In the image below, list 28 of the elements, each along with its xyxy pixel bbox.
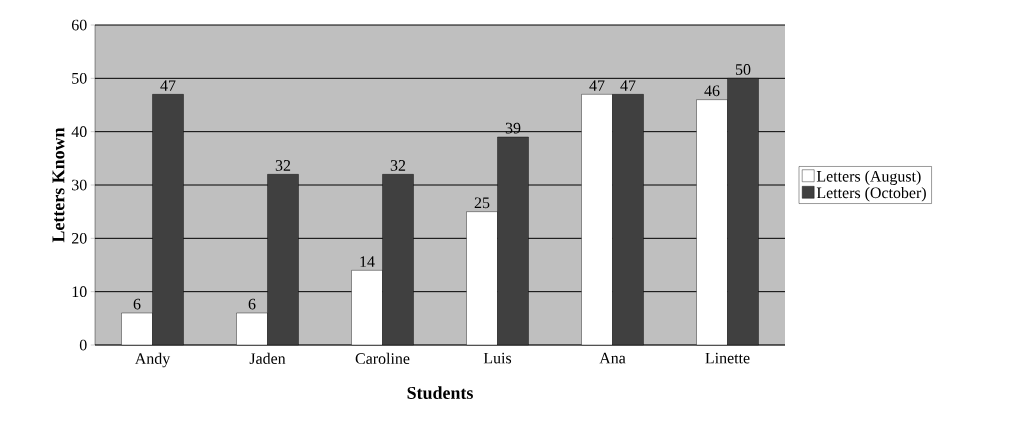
data-label: 32 (275, 160, 291, 171)
legend-label: Letters (October) (816, 186, 926, 202)
data-label: 6 (133, 298, 141, 310)
y-tick-label: 10 (72, 286, 87, 298)
y-tick-label: 0 (79, 339, 87, 351)
data-label: 47 (620, 80, 636, 91)
x-axis-title: Students (407, 386, 473, 400)
x-tick-label: Luis (483, 352, 512, 364)
data-label: 25 (474, 197, 490, 209)
x-tick-label: Linette (705, 352, 750, 364)
y-tick-label: 60 (71, 19, 87, 31)
data-label: 47 (589, 80, 605, 91)
x-tick-label: Jaden (249, 352, 286, 364)
x-tick-label: Caroline (355, 352, 410, 364)
x-tick-label: Andy (134, 352, 171, 368)
data-label: 50 (735, 64, 751, 75)
y-tick-label: 40 (71, 126, 87, 138)
x-tick-label: Ana (599, 352, 626, 364)
data-label: 46 (704, 85, 720, 97)
y-tick-label: 20 (71, 232, 87, 244)
data-label: 47 (160, 80, 176, 91)
legend-label: Letters (August) (816, 170, 921, 185)
data-label: 14 (360, 256, 375, 267)
data-label: 32 (390, 160, 406, 171)
data-label: 6 (248, 298, 256, 310)
y-tick-label: 50 (72, 72, 87, 84)
y-tick-label: 30 (72, 179, 87, 191)
y-axis-title: Letters Known (52, 127, 65, 243)
